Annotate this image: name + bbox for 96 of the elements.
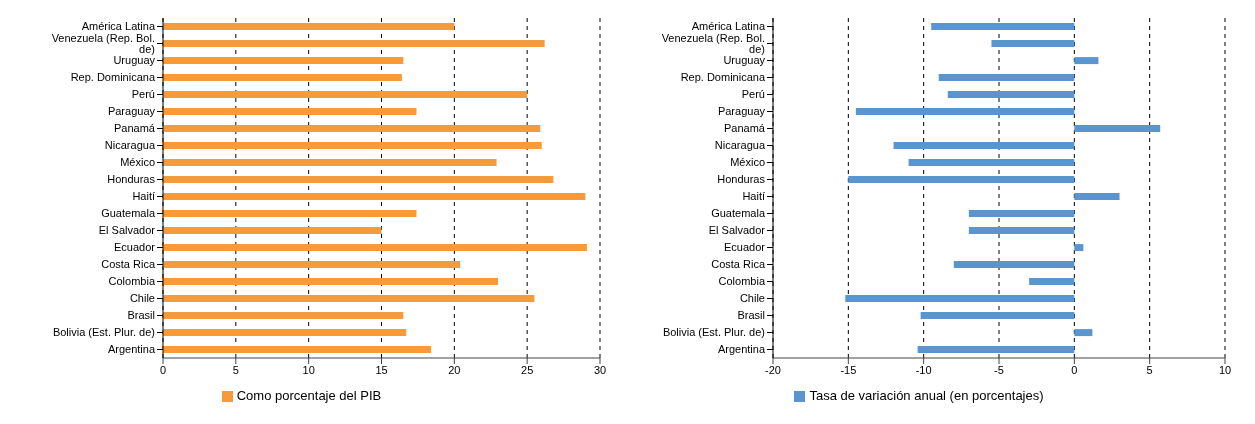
bar xyxy=(163,312,404,320)
bar xyxy=(893,142,1075,150)
y-tick-label: El Salvador xyxy=(708,224,766,237)
x-tick-label: 0 xyxy=(1071,363,1078,376)
y-tick-label: Honduras xyxy=(717,173,766,186)
y-tick-label: México xyxy=(120,156,155,169)
bar xyxy=(163,244,587,252)
bar xyxy=(1074,125,1161,133)
x-tick-label: -20 xyxy=(765,363,781,376)
bar xyxy=(938,74,1075,82)
y-tick-label: Paraguay xyxy=(107,105,156,118)
y-tick-label: Argentina xyxy=(717,343,766,356)
y-tick-label: Costa Rica xyxy=(101,258,156,271)
y-tick-label: Venezuela (Rep. Bol. de) xyxy=(661,31,765,55)
y-tick-label: Nicaragua xyxy=(104,139,156,152)
y-tick-label: Rep. Dominicana xyxy=(70,71,156,84)
y-tick-label: Colombia xyxy=(108,275,156,288)
x-tick-label: -15 xyxy=(840,363,857,376)
bar xyxy=(163,40,545,48)
x-tick-label: 5 xyxy=(1146,363,1153,376)
x-tick-label: 5 xyxy=(232,363,239,376)
y-tick-label: Guatemala xyxy=(101,207,156,220)
y-tick-label: México xyxy=(730,156,765,169)
y-tick-label: El Salvador xyxy=(98,224,156,237)
x-tick-label: 0 xyxy=(159,363,167,376)
x-tick-label: 15 xyxy=(375,363,388,376)
y-tick-label: Bolivia (Est. Plur. de) xyxy=(662,326,765,339)
legend-label: Tasa de variación anual (en porcentajes) xyxy=(809,388,1044,403)
x-tick-label: 10 xyxy=(302,363,315,376)
bar xyxy=(163,125,541,133)
y-tick-label: Colombia xyxy=(718,275,766,288)
y-tick-label: Guatemala xyxy=(711,207,766,220)
y-tick-label: Rep. Dominicana xyxy=(680,71,766,84)
bar xyxy=(845,295,1075,303)
bar xyxy=(163,91,528,99)
x-tick-label: 30 xyxy=(593,363,607,376)
bar xyxy=(1074,57,1099,65)
x-tick-label: -10 xyxy=(915,363,932,376)
bar xyxy=(163,23,455,31)
y-tick-label: Panamá xyxy=(724,122,766,135)
bar xyxy=(163,176,554,184)
bar xyxy=(855,108,1075,116)
bar xyxy=(163,142,542,150)
bar xyxy=(968,227,1075,235)
y-tick-label: Haití xyxy=(132,190,155,203)
bar xyxy=(1029,278,1075,286)
bar xyxy=(163,108,417,116)
x-tick-label: 25 xyxy=(521,363,534,376)
y-tick-label: Perú xyxy=(131,88,155,101)
bar xyxy=(1074,244,1084,252)
y-tick-label: Chile xyxy=(129,292,155,305)
y-tick-label: América Latina xyxy=(81,20,156,33)
y-tick-label: América Latina xyxy=(691,20,766,33)
bar xyxy=(917,346,1075,354)
y-tick-label: Venezuela (Rep. Bol. de) xyxy=(51,31,155,55)
y-tick-label: Ecuador xyxy=(724,241,766,254)
bar xyxy=(163,295,535,303)
bar xyxy=(163,346,432,354)
bar xyxy=(163,193,586,201)
legend-label: Como porcentaje del PIB xyxy=(236,388,382,403)
y-tick-label: Argentina xyxy=(107,343,156,356)
y-tick-label: Uruguay xyxy=(723,54,766,67)
bar xyxy=(848,176,1075,184)
x-tick-label: 10 xyxy=(1218,363,1232,376)
x-tick-label: -5 xyxy=(994,363,1004,376)
bar xyxy=(991,40,1075,48)
bar xyxy=(953,261,1075,269)
bar xyxy=(908,159,1075,167)
y-tick-label: Uruguay xyxy=(113,54,156,67)
bar xyxy=(163,159,497,167)
y-tick-label: Costa Rica xyxy=(711,258,766,271)
bar xyxy=(163,210,417,218)
y-tick-label: Chile xyxy=(739,292,765,305)
bar xyxy=(163,329,407,337)
bar xyxy=(968,210,1075,218)
bar xyxy=(947,91,1075,99)
y-tick-label: Nicaragua xyxy=(714,139,766,152)
y-tick-label: Ecuador xyxy=(114,241,156,254)
x-tick-label: 20 xyxy=(448,363,461,376)
y-tick-label: Honduras xyxy=(107,173,156,186)
bar xyxy=(1074,329,1093,337)
bar xyxy=(163,57,404,65)
y-tick-label: Bolivia (Est. Plur. de) xyxy=(52,326,155,339)
y-tick-label: Brasil xyxy=(127,309,155,322)
bar xyxy=(163,261,461,269)
bar xyxy=(163,74,402,82)
y-tick-label: Perú xyxy=(741,88,765,101)
y-tick-label: Paraguay xyxy=(717,105,766,118)
bar xyxy=(163,227,382,235)
y-tick-label: Brasil xyxy=(737,309,765,322)
bar xyxy=(920,312,1075,320)
bar xyxy=(1074,193,1120,201)
y-tick-label: Panamá xyxy=(114,122,156,135)
bar xyxy=(931,23,1075,31)
bar xyxy=(163,278,499,286)
y-tick-label: Haití xyxy=(742,190,765,203)
